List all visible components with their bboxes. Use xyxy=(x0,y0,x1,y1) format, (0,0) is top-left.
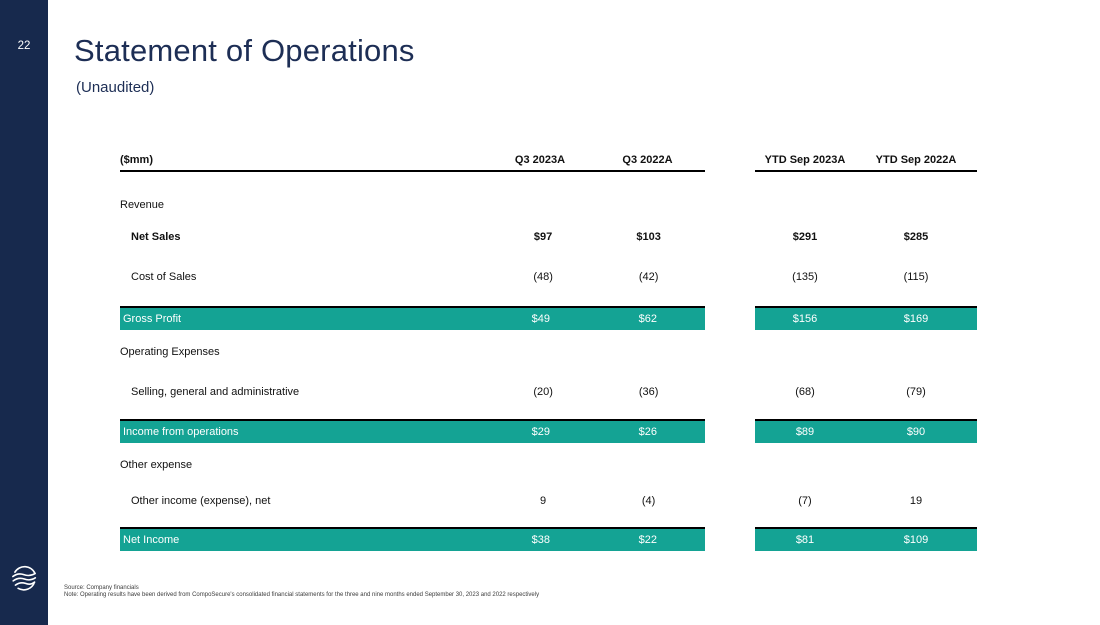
table-row: Selling, general and administrative (20)… xyxy=(120,382,977,402)
composecure-swirl-logo-icon xyxy=(12,565,37,591)
row-label: Income from operations xyxy=(123,426,239,438)
operating-note: Note: Operating results have been derive… xyxy=(64,592,540,598)
table-row: Revenue xyxy=(120,195,977,215)
statement-of-operations-table: ($mm) Q3 2023A Q3 2022A YTD Sep 2023A YT… xyxy=(120,150,977,551)
row-label: Other expense xyxy=(120,459,193,471)
table-row: Net Sales $97 $103 $291 $285 xyxy=(120,227,977,247)
row-label: Gross Profit xyxy=(123,313,182,325)
unit-label: ($mm) xyxy=(120,154,154,166)
table-row: Cost of Sales (48) (42) (135) (115) xyxy=(120,267,977,287)
row-label: Revenue xyxy=(120,199,165,211)
column-header: Q3 2022A xyxy=(622,154,673,166)
column-header: YTD Sep 2022A xyxy=(875,154,957,166)
table-row-highlight: Net Income $38 $22 $81 $109 xyxy=(120,527,977,551)
row-label: Selling, general and administrative xyxy=(131,386,300,398)
row-label: Other income (expense), net xyxy=(131,495,271,507)
footnotes: Source: Company financials Note: Operati… xyxy=(64,585,539,599)
page-subtitle: (Unaudited) xyxy=(76,79,155,96)
row-label: Cost of Sales xyxy=(131,271,197,283)
column-header: Q3 2023A xyxy=(514,154,566,166)
column-header: YTD Sep 2023A xyxy=(764,154,846,166)
table-row: Other expense xyxy=(120,455,977,475)
table-row: Operating Expenses xyxy=(120,342,977,362)
sidebar: 22 xyxy=(0,0,48,625)
table-row: Other income (expense), net 9 (4) (7) 19 xyxy=(120,491,977,511)
row-label: Net Sales xyxy=(131,231,181,243)
row-label: Net Income xyxy=(123,534,180,546)
row-label: Operating Expenses xyxy=(120,346,220,358)
table-row-highlight: Income from operations $29 $26 $89 $90 xyxy=(120,419,977,443)
source-note: Source: Company financials xyxy=(64,585,139,591)
table-row-highlight: Gross Profit $49 $62 $156 $169 xyxy=(120,306,977,330)
table-header-row: ($mm) Q3 2023A Q3 2022A YTD Sep 2023A YT… xyxy=(120,150,977,172)
page-title: Statement of Operations xyxy=(74,33,415,68)
page-number: 22 xyxy=(17,40,31,52)
